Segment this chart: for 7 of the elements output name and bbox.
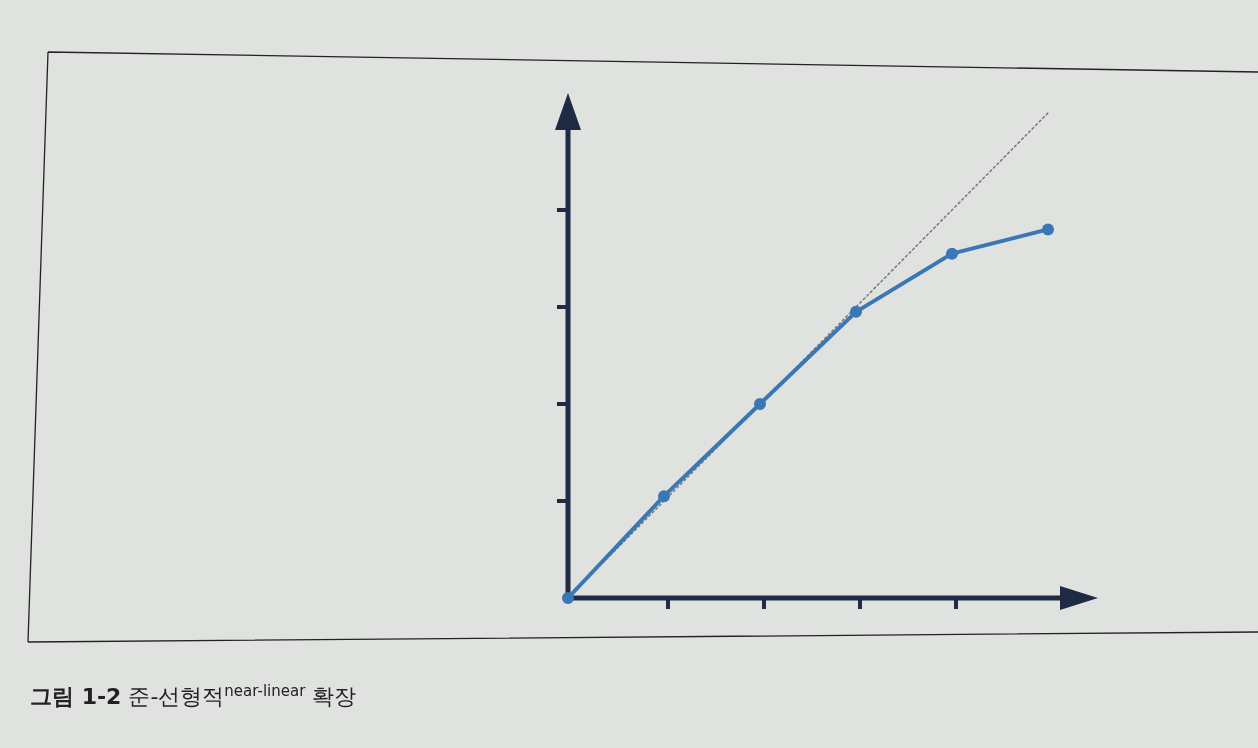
point: [562, 592, 574, 604]
point: [658, 490, 670, 503]
point: [1042, 223, 1054, 236]
point: [850, 305, 862, 318]
point: [754, 398, 766, 410]
point: [946, 247, 958, 260]
text: 그림 1-2 준-선형적$^{near-linear}$ 확장: [30, 682, 357, 711]
